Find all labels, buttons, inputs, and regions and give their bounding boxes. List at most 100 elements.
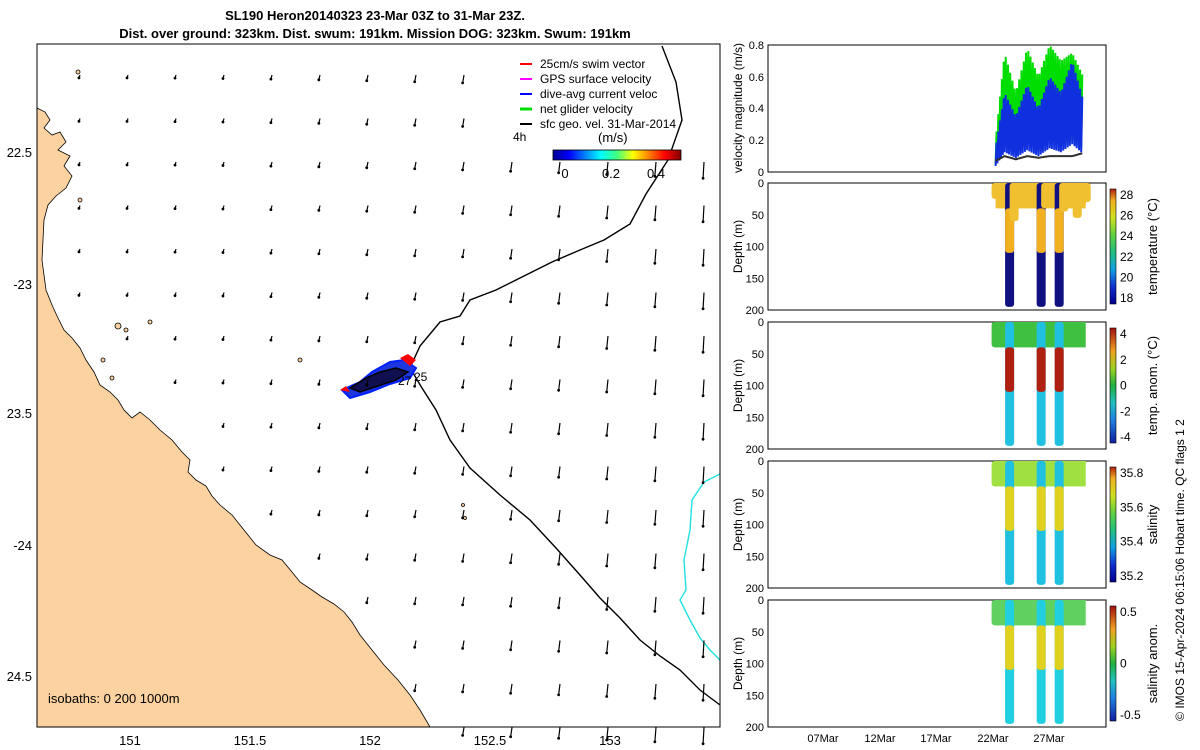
geo-velocity-arrow	[510, 727, 513, 737]
geo-velocity-arrowhead	[317, 556, 321, 560]
geo-velocity-arrowhead	[461, 560, 465, 563]
colorbar-tick: 0.5	[1120, 605, 1137, 619]
profile-column	[1081, 183, 1091, 203]
geo-velocity-arrowhead	[701, 263, 705, 267]
geo-velocity-arrowhead	[557, 301, 561, 305]
geo-velocity-arrowhead	[413, 80, 417, 84]
geo-velocity-arrowhead	[317, 208, 321, 212]
label-4h: 4h	[513, 130, 526, 144]
geo-velocity-arrow	[510, 596, 513, 607]
geo-velocity-arrowhead	[509, 735, 513, 739]
geo-velocity-arrowhead	[221, 468, 225, 472]
geo-velocity-arrowhead	[557, 693, 561, 697]
map-lon-axis: 151 151.5 152 152.5 153	[119, 733, 621, 748]
geo-velocity-arrowhead	[557, 345, 561, 349]
geo-velocity-arrowhead	[221, 294, 225, 298]
geo-velocity-arrowhead	[701, 568, 705, 572]
time-tick: 07Mar	[807, 733, 839, 745]
geo-velocity-arrowhead	[413, 645, 417, 649]
geo-velocity-arrowhead	[509, 387, 513, 391]
geo-velocity-arrow	[702, 161, 705, 179]
geo-velocity-arrowhead	[461, 429, 465, 433]
map-frame	[36, 43, 721, 728]
geo-velocity-arrowhead	[557, 388, 561, 392]
ytick: 150	[746, 273, 764, 285]
geo-velocity-arrowhead	[365, 79, 369, 83]
colorbar-tick: 4	[1120, 327, 1127, 341]
colorbar-tick: 0	[561, 166, 568, 181]
geo-velocity-arrowhead	[701, 655, 705, 659]
geo-velocity-arrowhead	[605, 608, 609, 611]
geo-velocity-arrowhead	[413, 341, 417, 345]
colorbar-tick: 35.4	[1120, 535, 1144, 549]
geo-velocity-arrowhead	[77, 293, 81, 297]
profile-column	[991, 322, 1001, 348]
geo-velocity-arrowhead	[605, 260, 609, 263]
geo-velocity-arrowhead	[605, 434, 609, 437]
geo-velocity-arrow	[654, 727, 657, 742]
geo-velocity-arrow	[558, 683, 561, 695]
speed-colorbar	[552, 149, 682, 161]
colorbar-tick: 28	[1120, 188, 1134, 202]
geo-velocity-arrowhead	[365, 557, 369, 561]
profile-upper	[1054, 208, 1064, 253]
geo-velocity-arrowhead	[461, 81, 465, 85]
geo-velocity-arrow	[606, 335, 609, 349]
geo-velocity-arrowhead	[461, 255, 465, 259]
geo-velocity-arrowhead	[365, 383, 369, 387]
geo-velocity-arrow	[510, 683, 513, 694]
ytick: 50	[752, 627, 764, 639]
temperature-panel: 0 50 100 150 200 Depth (m) 28 26 24 22 20 18 tempera…	[731, 178, 1160, 317]
velocity-line-1	[994, 64, 1084, 167]
geo-velocity-arrowhead	[509, 648, 513, 652]
geo-velocity-arrowhead	[701, 437, 705, 441]
geo-velocity-arrow	[702, 205, 705, 222]
panel-colorbar	[1109, 466, 1117, 583]
islands	[75, 69, 467, 520]
salinity-panel: 0 50 100 150 200 Depth (m) 35.8 35.6 35.4 35.2 sal…	[731, 456, 1160, 595]
geo-velocity-arrowhead	[701, 524, 705, 528]
ytick: 0.8	[749, 40, 764, 52]
map-legend: 25cm/s swim vector GPS surface velocity …	[520, 57, 676, 131]
geo-velocity-arrowhead	[605, 564, 609, 568]
geo-velocity-arrowhead	[173, 250, 177, 254]
geo-velocity-arrowhead	[557, 258, 561, 262]
map-lat-axis: 22.5 -23 23.5 -24 24.5	[7, 145, 32, 684]
geo-velocity-arrowhead	[173, 163, 177, 167]
velocity-yticks: 0.8 0.6 0.4 0.2 0	[749, 40, 764, 179]
geo-velocity-arrow	[558, 640, 561, 652]
geo-velocity-arrowhead	[317, 295, 321, 299]
geo-velocity-arrowhead	[413, 210, 417, 214]
profile-upper	[1054, 486, 1064, 531]
colorbar-tick: 18	[1120, 291, 1134, 305]
geo-velocity-arrowhead	[317, 165, 321, 169]
geo-velocity-arrowhead	[365, 166, 369, 170]
geo-velocity-arrow	[654, 248, 657, 264]
geo-velocity-arrowhead	[701, 481, 705, 485]
geo-velocity-arrowhead	[365, 470, 369, 474]
geo-velocity-arrowhead	[701, 220, 705, 224]
geo-velocity-arrowhead	[701, 394, 705, 398]
geo-velocity-arrowhead	[173, 381, 177, 385]
geo-velocity-arrowhead	[509, 691, 513, 695]
geo-velocity-arrowhead	[413, 428, 417, 432]
lon-tick-label: 151	[119, 733, 141, 748]
geo-velocity-arrowhead	[269, 77, 273, 81]
geo-velocity-arrowhead	[221, 77, 225, 80]
geo-velocity-arrow	[510, 553, 513, 563]
geo-velocity-arrowhead	[221, 425, 225, 428]
geo-velocity-arrowhead	[317, 339, 321, 343]
geo-velocity-arrowhead	[77, 163, 81, 167]
isobaths-label: isobaths: 0 200 1000m	[48, 691, 180, 706]
geo-velocity-arrow	[654, 335, 657, 351]
geo-velocity-arrowhead	[413, 602, 417, 606]
geo-velocity-arrow	[510, 292, 513, 302]
geo-velocity-arrow	[558, 205, 561, 217]
ytick: 100	[746, 242, 764, 254]
profile-upper	[1036, 625, 1046, 670]
geo-velocity-arrowhead	[77, 76, 81, 80]
geo-velocity-arrowhead	[461, 212, 465, 215]
colorbar-tick: -0.5	[1120, 708, 1141, 722]
geo-velocity-arrowhead	[125, 76, 129, 80]
geo-velocity-arrowhead	[125, 337, 129, 341]
